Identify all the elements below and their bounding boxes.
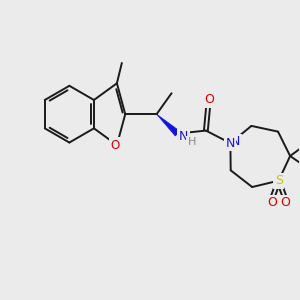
Text: N: N <box>231 135 240 148</box>
Text: O: O <box>267 196 277 209</box>
Text: O: O <box>280 196 290 209</box>
Text: N: N <box>226 136 235 150</box>
Text: O: O <box>204 93 214 106</box>
Text: S: S <box>274 174 283 187</box>
Text: N: N <box>179 130 188 143</box>
Text: O: O <box>111 139 120 152</box>
Polygon shape <box>157 114 180 136</box>
Text: H: H <box>188 137 196 147</box>
